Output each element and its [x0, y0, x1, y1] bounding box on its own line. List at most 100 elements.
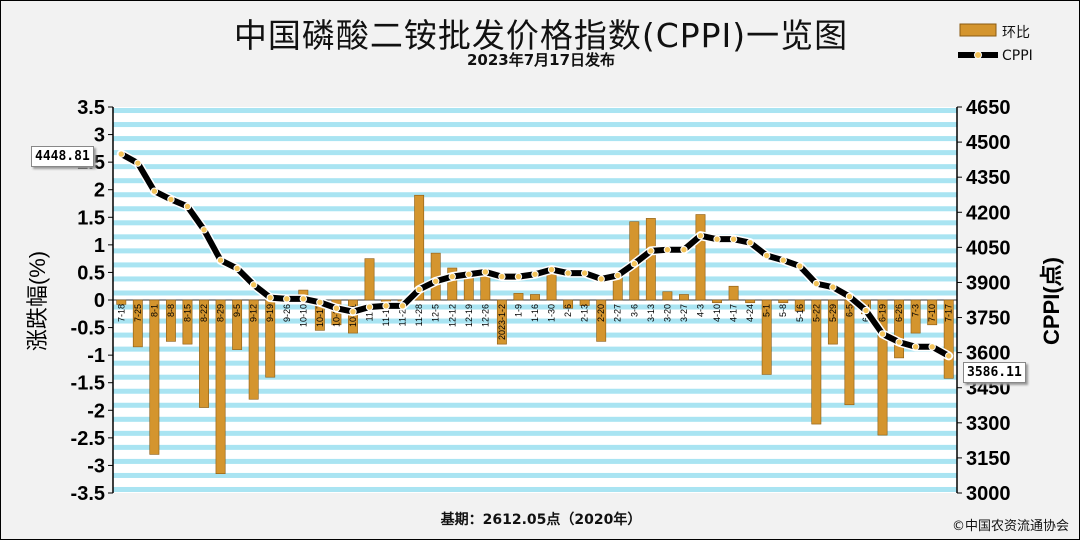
bar-2-20: [596, 299, 607, 342]
bar-12-12: [447, 267, 458, 301]
right-axis-title: CPPI(点): [1039, 257, 1064, 345]
bar-1-9: [513, 293, 524, 301]
bar-12-26: [480, 274, 491, 301]
grid-stripe: [113, 444, 957, 450]
bar-9-5: [232, 299, 243, 350]
cppi-point-3-27: [680, 246, 688, 254]
x-category-label: 7-3: [911, 304, 921, 317]
x-category-label: 9-26: [282, 304, 292, 322]
grid-stripe: [113, 388, 957, 394]
left-axis-tick-label: -3.5: [71, 483, 105, 505]
cppi-point-2-13: [580, 269, 589, 277]
x-category-label: 7-18: [116, 304, 126, 322]
cppi-point-11-21: [398, 302, 407, 310]
right-axis-tick-label: 3300: [966, 413, 1011, 435]
grid-stripe: [113, 164, 957, 170]
base-period-note: 基期：2612.05点（2020年）: [440, 512, 642, 528]
x-category-label: 9-12: [249, 304, 259, 322]
bar-5-8: [778, 299, 789, 304]
left-axis-tick-label: -3: [87, 455, 105, 477]
cppi-point-2023-1-2: [498, 272, 506, 281]
cppi-point-5-1: [762, 251, 771, 260]
cppi-point-9-12: [249, 281, 258, 289]
grid-stripe: [113, 108, 957, 114]
left-axis-tick-label: 3.5: [77, 97, 105, 119]
cppi-point-8-15: [183, 202, 192, 211]
chart-subtitle: 2023年7月17日发布: [466, 51, 616, 69]
cppi-point-1-9: [514, 272, 523, 281]
x-category-label: 5-22: [811, 304, 821, 322]
bar-7-17: [943, 299, 954, 379]
x-category-label: 1-30: [547, 304, 557, 322]
x-category-label: 5-29: [828, 304, 838, 322]
cppi-point-3-13: [647, 247, 655, 255]
x-category-label: 5-1: [762, 304, 772, 317]
bar-5-22: [811, 299, 822, 425]
grid-stripe: [113, 276, 957, 282]
right-axis-tick-label: 3600: [966, 343, 1011, 365]
x-category-label: 1-16: [530, 304, 540, 322]
left-axis-tick-label: 0: [94, 290, 105, 312]
cppi-point-10-17: [316, 298, 324, 307]
chart-title: 中国磷酸二铵批发价格指数(CPPI)一览图: [233, 16, 849, 55]
bar-2-13: [579, 299, 590, 306]
x-category-label: 12-26: [480, 304, 490, 327]
grid-stripe: [113, 248, 957, 254]
grid-stripe: [113, 332, 957, 338]
bar-3-20: [662, 291, 673, 301]
x-category-label: 5-8: [778, 304, 788, 317]
cppi-point-8-1: [150, 187, 159, 195]
x-category-label: 8-15: [182, 304, 192, 322]
cppi-point-9-26: [283, 295, 291, 303]
right-axis-tick-label: 3450: [966, 378, 1011, 400]
x-category-label: 8-29: [216, 304, 226, 322]
cppi-point-4-24: [746, 238, 754, 247]
x-category-label: 6-19: [878, 304, 888, 322]
bar-10-31: [348, 299, 358, 334]
bar-3-13: [645, 218, 656, 301]
cppi-point-3-6: [630, 260, 638, 268]
cppi-point-9-5: [233, 264, 241, 273]
bar-1-30: [546, 272, 557, 301]
cppi-point-6-12: [862, 306, 870, 315]
right-axis-tick-label: 3750: [966, 308, 1011, 330]
bar-5-16: [794, 299, 805, 312]
x-category-label: 3-6: [629, 304, 639, 317]
left-axis-tick-label: -2.5: [71, 428, 105, 450]
grid-stripe: [113, 304, 957, 310]
grid-stripe: [113, 234, 957, 240]
legend-bar-swatch: [959, 23, 997, 37]
cppi-point-11-28: [415, 285, 423, 294]
x-category-label: 4-3: [695, 304, 705, 317]
cppi-point-5-16: [796, 262, 804, 270]
bar-7-25: [132, 299, 143, 348]
x-category-label: 7-10: [927, 304, 937, 322]
bar-4-17: [728, 285, 739, 301]
left-axis-tick-label: 0.5: [77, 262, 105, 284]
copyright-text: ©中国农资流通协会: [951, 519, 1069, 534]
first-value-callout: 4448.81: [31, 146, 94, 167]
cppi-point-10-10: [299, 295, 308, 303]
x-category-label: 7-25: [133, 304, 143, 322]
x-category-label: 5-16: [795, 304, 805, 322]
x-category-label: 11-28: [414, 304, 424, 326]
cppi-point-6-26: [895, 338, 903, 346]
grid-stripe: [113, 206, 957, 212]
cppi-point-5-22: [812, 279, 821, 288]
grid-stripe: [113, 192, 957, 198]
bar-7-3: [910, 299, 921, 334]
cppi-point-6-19: [878, 330, 887, 338]
left-axis-tick-label: -1.5: [71, 373, 105, 395]
x-category-label: 11-14: [381, 304, 391, 326]
grid-stripe: [113, 262, 957, 268]
left-axis-tick-label: 1: [94, 235, 105, 257]
x-category-label: 4-17: [729, 304, 739, 322]
left-axis-tick-label: -0.5: [71, 318, 105, 340]
x-category-label: 9-19: [265, 304, 275, 322]
left-axis-tick-label: 2: [94, 180, 105, 202]
bar-11-7: [364, 258, 375, 301]
cppi-point-12-26: [481, 268, 490, 276]
x-category-label: 3-27: [679, 304, 689, 322]
right-axis-tick-label: 4650: [966, 97, 1011, 119]
